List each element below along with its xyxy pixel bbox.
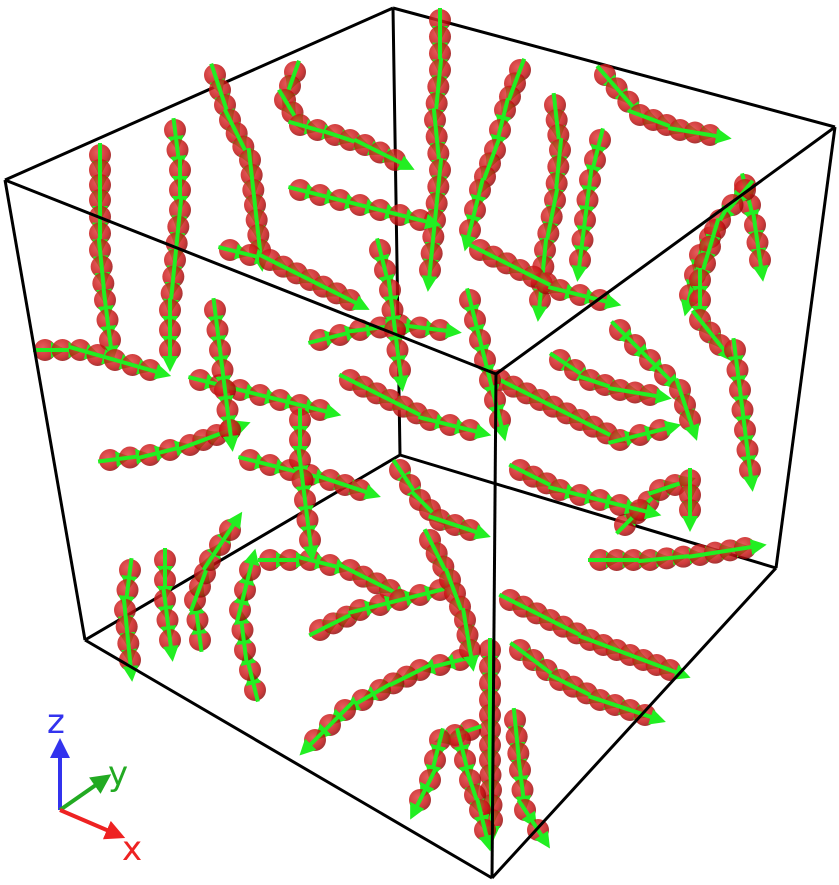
dipole-arrow (407, 213, 442, 230)
dipole-arrow (457, 524, 491, 540)
dipole-arrow (410, 788, 428, 820)
y-axis-label: y (108, 754, 128, 794)
dipole-arrow (222, 417, 239, 452)
dipole-arrow (347, 484, 381, 500)
y-axis-arrow (58, 774, 112, 812)
dipole-arrow (732, 539, 767, 555)
dipole-arrow (460, 217, 477, 252)
dipole-arrow (307, 403, 342, 420)
dipole-arrow (383, 152, 415, 170)
dipole-arrow (684, 407, 700, 441)
dipole-arrow (338, 292, 370, 310)
dipole-arrow (478, 817, 495, 852)
dipole-arrow (632, 709, 666, 725)
dipole-arrow (637, 388, 672, 404)
dipole-arrow (392, 357, 409, 392)
z-axis-label: z (47, 702, 65, 742)
dipole-arrow (221, 511, 243, 542)
dipole-arrow (463, 637, 479, 672)
dipole-arrow (243, 548, 260, 583)
dipole-arrow (742, 457, 759, 492)
dipole-arrow (571, 247, 588, 282)
dipole-arrow (122, 647, 139, 682)
dipole-arrow (647, 420, 682, 437)
dipole-arrow (493, 407, 510, 442)
dipole-arrow (587, 293, 622, 310)
x-axis-label: x (122, 829, 142, 869)
dipole-arrow (427, 322, 462, 339)
particle-chains (33, 8, 771, 852)
dipole-arrow (655, 365, 681, 391)
dipole-arrow (162, 627, 179, 662)
dipole-arrow (516, 798, 537, 829)
dipole-arrow (680, 282, 697, 317)
dipole-arrow (420, 768, 438, 800)
axes-triad: z y x (47, 702, 142, 869)
dipole-arrow (299, 730, 325, 756)
dipole-arrow (627, 503, 662, 520)
dipole-arrow (697, 128, 732, 144)
x-axis-arrow (59, 808, 126, 840)
simulation-box-front-edges (3, 125, 837, 880)
dipole-arrow (137, 363, 172, 380)
dipole-arrow (302, 527, 319, 562)
dipole-arrow (752, 247, 769, 282)
dipole-arrow (457, 423, 492, 440)
dipole-arrow (529, 818, 550, 849)
dipole-arrow (421, 257, 438, 292)
